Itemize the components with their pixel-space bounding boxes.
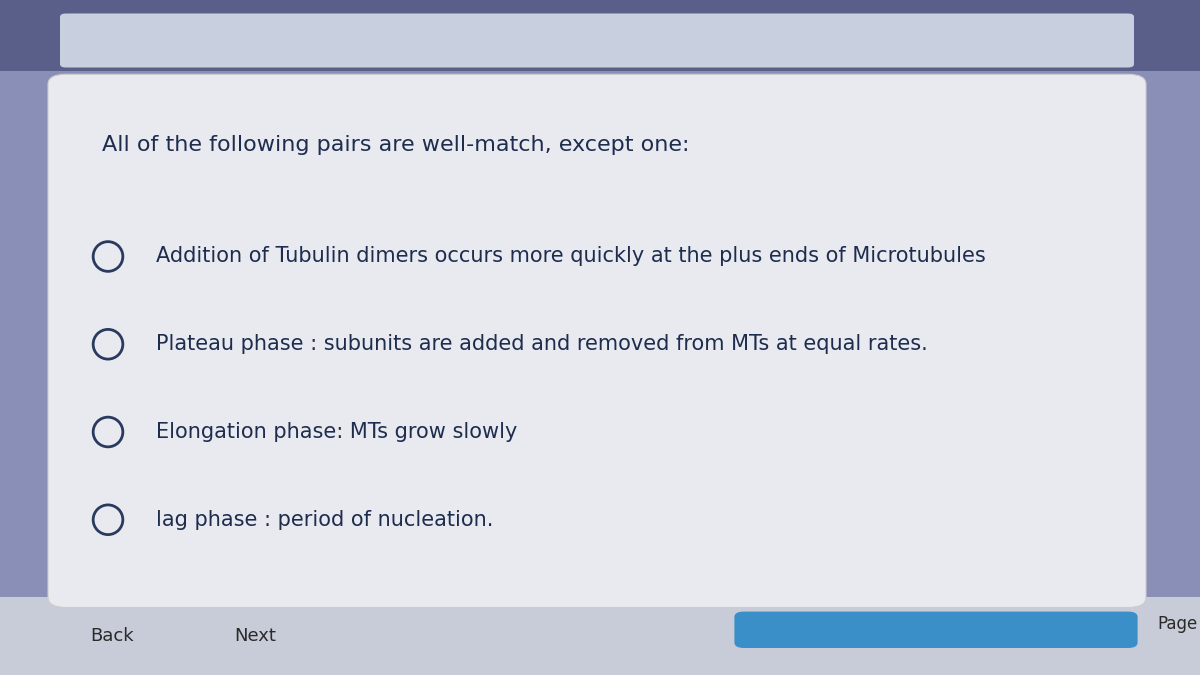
Text: Elongation phase: MTs grow slowly: Elongation phase: MTs grow slowly (156, 422, 517, 442)
Text: All of the following pairs are well-match, except one:: All of the following pairs are well-matc… (102, 135, 690, 155)
Text: Page: Page (1157, 616, 1198, 633)
FancyBboxPatch shape (48, 74, 1146, 608)
FancyBboxPatch shape (0, 597, 1200, 675)
Text: lag phase : period of nucleation.: lag phase : period of nucleation. (156, 510, 493, 530)
FancyBboxPatch shape (0, 0, 1200, 71)
Text: Plateau phase : subunits are added and removed from MTs at equal rates.: Plateau phase : subunits are added and r… (156, 334, 928, 354)
FancyBboxPatch shape (60, 14, 1134, 68)
FancyBboxPatch shape (0, 71, 1200, 604)
Text: Back: Back (90, 627, 133, 645)
Text: Addition of Tubulin dimers occurs more quickly at the plus ends of Microtubules: Addition of Tubulin dimers occurs more q… (156, 246, 985, 267)
Text: Next: Next (234, 627, 276, 645)
FancyBboxPatch shape (734, 612, 1138, 648)
